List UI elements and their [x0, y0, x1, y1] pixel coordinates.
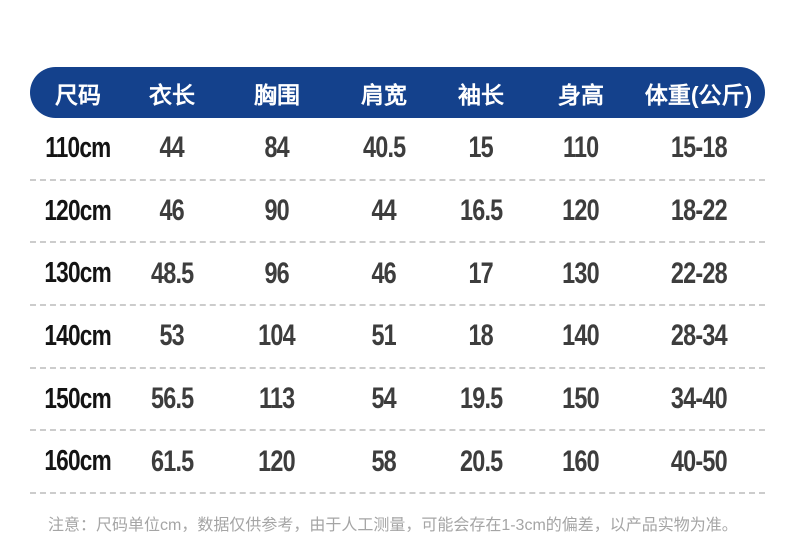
value-cell: 44 — [159, 131, 185, 165]
header-size: 尺码 — [55, 81, 101, 108]
size-cell: 160cm — [44, 445, 112, 478]
size-cell: 110cm — [45, 131, 111, 164]
table-row: 120cm 46 90 44 16.5 120 18-22 — [30, 181, 765, 244]
value-cell: 56.5 — [150, 382, 194, 416]
value-cell: 17 — [468, 256, 494, 290]
table-header-row: 尺码 衣长 胸围 肩宽 袖长 身高 体重(公斤) — [30, 67, 765, 118]
table-row: 140cm 53 104 51 18 140 28-34 — [30, 306, 765, 369]
value-cell: 150 — [562, 382, 600, 416]
value-cell: 110 — [563, 131, 599, 165]
value-cell: 20.5 — [459, 444, 503, 478]
value-cell: 51 — [371, 319, 397, 353]
header-sleeve: 袖长 — [458, 81, 504, 108]
value-cell: 15-18 — [670, 131, 728, 165]
value-cell: 120 — [258, 444, 296, 478]
value-cell: 58 — [371, 444, 397, 478]
table-row: 130cm 48.5 96 46 17 130 22-28 — [30, 243, 765, 307]
value-cell: 140 — [562, 319, 600, 353]
note-text: 注意：尺码单位cm，数据仅供参考，由于人工测量，可能会存在1-3cm的偏差，以产… — [48, 517, 738, 534]
value-cell: 113 — [259, 382, 295, 416]
value-cell: 48.5 — [150, 256, 194, 290]
header-weight: 体重(公斤) — [644, 81, 753, 108]
value-cell: 34-40 — [670, 382, 728, 416]
value-cell: 61.5 — [150, 444, 194, 478]
value-cell: 130 — [562, 256, 600, 290]
value-cell: 22-28 — [670, 256, 728, 290]
value-cell: 160 — [562, 444, 600, 478]
header-shoulder: 肩宽 — [361, 81, 407, 108]
value-cell: 16.5 — [459, 194, 503, 228]
header-length: 衣长 — [149, 81, 195, 108]
value-cell: 104 — [258, 319, 296, 353]
value-cell: 40.5 — [362, 131, 406, 165]
header-height: 身高 — [558, 81, 604, 108]
table-row: 160cm 61.5 120 58 20.5 160 40-50 — [30, 431, 765, 495]
table-row: 150cm 56.5 113 54 19.5 150 34-40 — [30, 369, 765, 432]
value-cell: 28-34 — [670, 319, 728, 353]
value-cell: 96 — [264, 256, 290, 290]
size-cell: 150cm — [44, 382, 112, 415]
value-cell: 53 — [159, 319, 185, 353]
value-cell: 54 — [371, 382, 397, 416]
value-cell: 44 — [371, 194, 397, 228]
header-chest: 胸围 — [254, 81, 300, 108]
value-cell: 40-50 — [670, 444, 728, 478]
size-cell: 140cm — [44, 319, 112, 352]
value-cell: 120 — [562, 194, 600, 228]
size-cell: 130cm — [44, 257, 112, 290]
value-cell: 19.5 — [459, 382, 503, 416]
value-cell: 18-22 — [670, 194, 728, 228]
value-cell: 46 — [371, 256, 397, 290]
value-cell: 46 — [159, 194, 185, 228]
table-row: 110cm 44 84 40.5 15 110 15-18 — [30, 118, 765, 181]
value-cell: 18 — [468, 319, 494, 353]
value-cell: 15 — [468, 131, 494, 165]
table-body: 110cm 44 84 40.5 15 110 15-18 120cm 46 90 44 16.5 12… — [30, 118, 765, 495]
value-cell: 90 — [264, 194, 290, 228]
size-cell: 120cm — [44, 194, 112, 227]
value-cell: 84 — [264, 131, 290, 165]
